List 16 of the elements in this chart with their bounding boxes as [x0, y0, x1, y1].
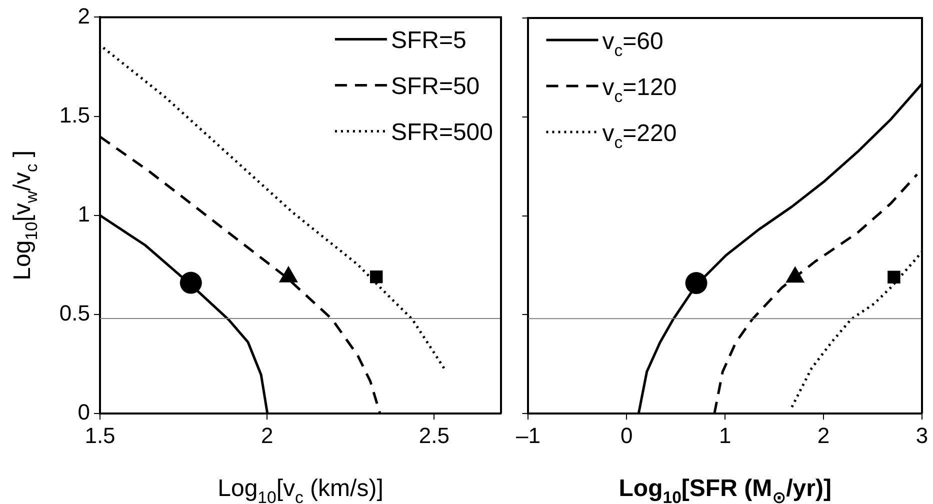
x-tick-label: 3 [916, 422, 928, 448]
y-tick-label: 0.5 [59, 300, 90, 326]
x-tick-label: 0 [620, 422, 633, 448]
legend-label: SFR=5 [390, 27, 466, 54]
x-tick-label: 1 [718, 422, 732, 448]
x-tick-label: 2.5 [418, 422, 450, 448]
x-tick-label: 2 [817, 422, 830, 448]
y-tick-label: 0 [78, 400, 90, 425]
x-tick-label: 2 [260, 422, 274, 448]
y-tick-label: 1.5 [59, 102, 90, 128]
x-tick-label: –1 [516, 422, 540, 448]
y-tick-label: 1 [78, 201, 90, 226]
y-axis-title: Log10[vw/vc ] [9, 150, 42, 280]
legend-label: SFR=50 [390, 73, 480, 100]
legend-label: SFR=500 [390, 119, 494, 146]
y-tick-label: 2 [78, 3, 90, 28]
